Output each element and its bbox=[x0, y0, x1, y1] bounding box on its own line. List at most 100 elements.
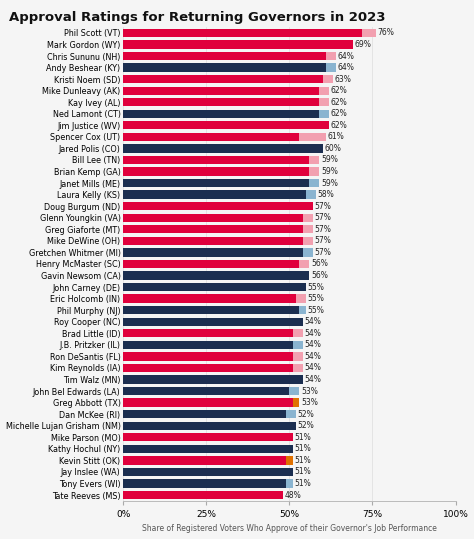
Text: 55%: 55% bbox=[308, 306, 325, 315]
Text: Approval Ratings for Returning Governors in 2023: Approval Ratings for Returning Governors… bbox=[9, 11, 386, 24]
Bar bbox=[290, 387, 300, 395]
Bar bbox=[123, 468, 293, 476]
Bar bbox=[123, 410, 286, 418]
Bar bbox=[123, 445, 293, 453]
Bar bbox=[123, 109, 319, 118]
Bar bbox=[123, 75, 323, 83]
Bar bbox=[123, 260, 300, 268]
Text: 60%: 60% bbox=[324, 144, 341, 153]
Bar bbox=[303, 225, 313, 233]
Bar bbox=[123, 29, 363, 37]
Text: 76%: 76% bbox=[377, 29, 394, 37]
Bar bbox=[319, 86, 329, 95]
Text: 56%: 56% bbox=[311, 259, 328, 268]
Text: 53%: 53% bbox=[301, 386, 318, 396]
Bar bbox=[286, 479, 293, 488]
Bar bbox=[303, 213, 313, 222]
Text: 62%: 62% bbox=[331, 109, 348, 118]
Bar bbox=[123, 248, 303, 257]
Text: 54%: 54% bbox=[304, 329, 321, 338]
Text: 57%: 57% bbox=[314, 225, 331, 234]
Bar bbox=[326, 52, 336, 60]
Bar bbox=[326, 64, 336, 72]
Text: 63%: 63% bbox=[334, 74, 351, 84]
Text: 48%: 48% bbox=[284, 490, 301, 500]
Bar bbox=[123, 98, 319, 106]
Bar bbox=[293, 353, 303, 361]
Bar bbox=[306, 190, 316, 199]
Bar bbox=[123, 202, 313, 210]
Text: 59%: 59% bbox=[321, 178, 338, 188]
Bar bbox=[123, 64, 326, 72]
Text: 55%: 55% bbox=[308, 294, 325, 303]
Bar bbox=[293, 329, 303, 337]
Bar bbox=[123, 491, 283, 499]
Text: 62%: 62% bbox=[331, 121, 348, 130]
Bar bbox=[123, 375, 303, 384]
Bar bbox=[123, 179, 310, 187]
Bar bbox=[123, 52, 326, 60]
Text: 54%: 54% bbox=[304, 340, 321, 349]
Bar bbox=[123, 237, 303, 245]
Bar bbox=[123, 190, 306, 199]
Bar bbox=[123, 387, 290, 395]
Bar bbox=[286, 456, 293, 465]
Bar bbox=[123, 433, 293, 441]
Bar bbox=[123, 271, 310, 280]
Text: 51%: 51% bbox=[294, 467, 311, 476]
Text: 61%: 61% bbox=[328, 133, 345, 141]
Bar bbox=[123, 353, 293, 361]
Bar bbox=[293, 341, 303, 349]
Bar bbox=[293, 398, 300, 407]
Bar bbox=[123, 456, 286, 465]
Bar bbox=[123, 306, 300, 314]
Text: 52%: 52% bbox=[298, 421, 314, 430]
Bar bbox=[123, 317, 303, 326]
Text: 55%: 55% bbox=[308, 282, 325, 292]
Bar bbox=[123, 144, 323, 153]
Bar bbox=[310, 156, 319, 164]
Bar bbox=[123, 133, 300, 141]
Text: 51%: 51% bbox=[294, 444, 311, 453]
Text: 56%: 56% bbox=[311, 271, 328, 280]
Bar bbox=[123, 213, 303, 222]
Bar bbox=[123, 225, 303, 233]
Text: 64%: 64% bbox=[337, 63, 355, 72]
Bar bbox=[323, 75, 333, 83]
Text: 54%: 54% bbox=[304, 352, 321, 361]
Text: 52%: 52% bbox=[298, 410, 314, 419]
Bar bbox=[300, 133, 326, 141]
Text: 62%: 62% bbox=[331, 86, 348, 95]
Text: 58%: 58% bbox=[318, 190, 334, 199]
Text: 64%: 64% bbox=[337, 52, 355, 60]
Bar bbox=[123, 40, 353, 49]
Text: 51%: 51% bbox=[294, 433, 311, 442]
Bar bbox=[310, 179, 319, 187]
Bar bbox=[123, 341, 293, 349]
Text: 57%: 57% bbox=[314, 202, 331, 211]
Bar bbox=[363, 29, 376, 37]
Bar bbox=[319, 98, 329, 106]
Bar bbox=[123, 479, 286, 488]
Bar bbox=[300, 260, 310, 268]
Bar bbox=[123, 398, 293, 407]
Bar bbox=[303, 248, 313, 257]
Text: 54%: 54% bbox=[304, 363, 321, 372]
Text: 57%: 57% bbox=[314, 237, 331, 245]
Text: 62%: 62% bbox=[331, 98, 348, 107]
Text: 57%: 57% bbox=[314, 248, 331, 257]
Text: 69%: 69% bbox=[354, 40, 371, 49]
Bar bbox=[123, 121, 329, 129]
Bar bbox=[123, 329, 293, 337]
Text: 54%: 54% bbox=[304, 375, 321, 384]
Bar bbox=[123, 294, 296, 303]
Text: 59%: 59% bbox=[321, 167, 338, 176]
Bar bbox=[123, 421, 296, 430]
Bar bbox=[293, 364, 303, 372]
Bar bbox=[310, 168, 319, 176]
Bar bbox=[123, 156, 310, 164]
Bar bbox=[303, 237, 313, 245]
Bar bbox=[296, 294, 306, 303]
Bar bbox=[123, 86, 319, 95]
Bar bbox=[319, 109, 329, 118]
